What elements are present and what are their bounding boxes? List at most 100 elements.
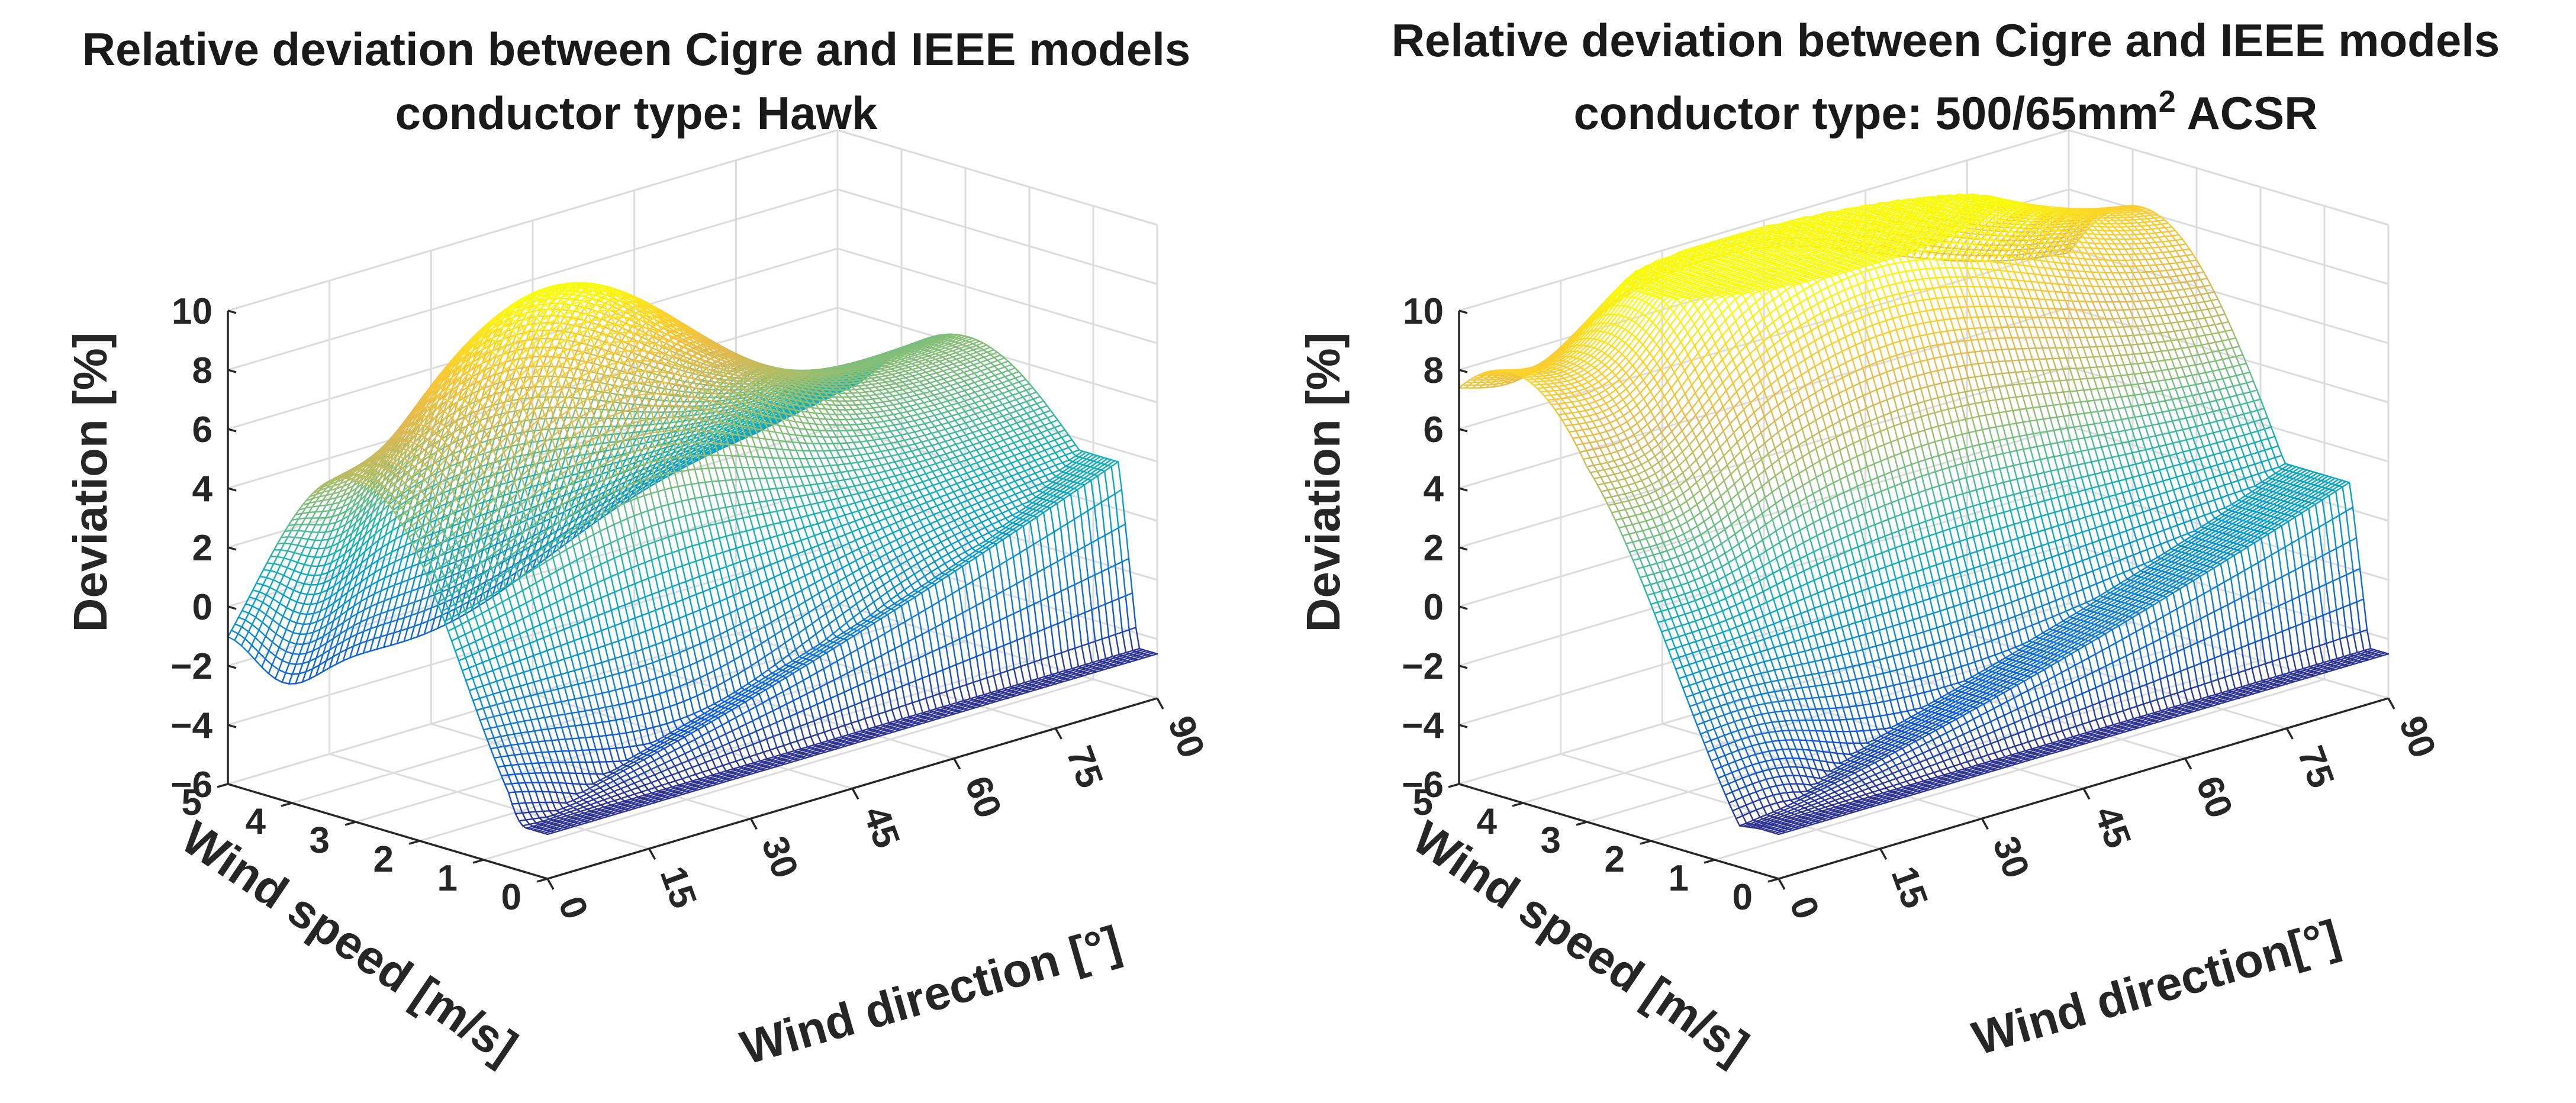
- left-mesh-segment: [289, 654, 293, 663]
- left-mesh-segment: [259, 630, 266, 636]
- left-mesh-segment: [433, 509, 436, 517]
- left-mesh-segment: [301, 565, 304, 573]
- left-mesh-segment: [417, 624, 421, 637]
- left-mesh-segment: [411, 578, 415, 591]
- left-mesh-segment: [397, 631, 401, 644]
- left-mesh-segment: [294, 570, 301, 573]
- left-mesh-segment: [231, 630, 238, 634]
- left-mesh-segment: [277, 550, 281, 556]
- left-mesh-segment: [284, 543, 291, 544]
- left-mesh-segment: [284, 575, 291, 578]
- left-mesh-segment: [280, 575, 284, 583]
- left-mesh-segment: [295, 537, 301, 538]
- left-mesh-segment: [294, 602, 297, 611]
- left-mesh-segment: [283, 630, 286, 638]
- left-mesh-segment: [305, 539, 308, 547]
- left-mesh-segment: [298, 538, 301, 546]
- left-mesh-segment: [266, 628, 269, 636]
- left-mesh-segment: [293, 623, 297, 633]
- left-mesh-segment: [259, 609, 266, 614]
- left-mesh-segment: [279, 617, 283, 625]
- left-mesh-segment: [318, 532, 326, 533]
- left-mesh-segment: [276, 612, 283, 617]
- left-mesh-segment: [263, 585, 270, 588]
- left-mesh-segment: [394, 596, 398, 609]
- left-mesh-segment: [287, 579, 291, 587]
- left-mesh-segment: [418, 599, 421, 613]
- left-mesh-segment: [413, 544, 416, 551]
- left-mesh-segment: [307, 585, 311, 595]
- left-mesh-segment: [322, 532, 326, 540]
- left-mesh-segment: [289, 663, 296, 665]
- left-mesh-segment: [381, 624, 384, 637]
- left-mesh-segment: [283, 617, 290, 621]
- left-mesh-segment: [439, 450, 442, 455]
- left-mesh-segment: [416, 508, 422, 514]
- left-mesh-segment: [281, 543, 284, 550]
- left-mesh-segment: [249, 624, 252, 631]
- left-mesh-segment: [263, 563, 267, 570]
- left-mesh-segment: [300, 624, 304, 634]
- left-mesh-segment: [259, 602, 263, 610]
- left-mesh-segment: [308, 575, 314, 576]
- left-mesh-segment: [312, 525, 315, 532]
- left-mesh-segment: [291, 560, 298, 563]
- left-mesh-segment: [245, 631, 249, 638]
- left-mesh-segment: [297, 623, 303, 624]
- left-mesh-segment: [288, 544, 291, 551]
- left-mesh-segment: [280, 604, 286, 608]
- left-mesh-segment: [296, 663, 302, 664]
- left-mesh-segment: [301, 593, 307, 595]
- left-mesh-segment: [469, 405, 472, 409]
- left-mesh-segment: [439, 498, 446, 504]
- left-mesh-segment: [252, 624, 259, 630]
- left-mesh-segment: [248, 645, 252, 652]
- left-mesh-segment: [293, 633, 300, 634]
- left-mesh-segment: [272, 642, 279, 647]
- left-mesh-segment: [298, 563, 304, 565]
- left-mesh-segment: [272, 656, 276, 665]
- left-mesh-segment: [377, 637, 381, 649]
- left-mesh-segment: [304, 614, 307, 624]
- left-mesh-segment: [300, 644, 303, 654]
- left-mesh-segment: [263, 602, 269, 607]
- left-mesh-segment: [266, 636, 272, 642]
- left-mesh-segment: [314, 585, 318, 595]
- left-mesh-segment: [283, 608, 286, 617]
- left-mesh-segment: [532, 441, 538, 443]
- left-mesh-segment: [301, 554, 308, 556]
- left-plot-surface-mesh: [228, 283, 1157, 834]
- left-mesh-segment: [273, 599, 280, 604]
- left-mesh-segment: [288, 551, 294, 553]
- left-mesh-segment: [249, 631, 255, 637]
- left-mesh-segment: [239, 617, 245, 620]
- left-mesh-segment: [266, 578, 273, 580]
- left-mesh-segment: [405, 580, 408, 594]
- left-mesh-segment: [281, 550, 288, 551]
- left-mesh-segment: [388, 598, 391, 611]
- left-mesh-segment: [398, 607, 401, 620]
- left-mesh-segment: [318, 540, 322, 549]
- left-mesh-segment: [308, 524, 315, 525]
- left-mesh-segment: [297, 573, 301, 582]
- left-mesh-segment: [277, 565, 281, 572]
- left-mesh-segment: [255, 630, 259, 638]
- left-mesh-segment: [304, 604, 311, 605]
- left-mesh-segment: [414, 613, 418, 626]
- left-mesh-segment: [289, 642, 297, 644]
- left-mesh-segment: [276, 634, 283, 638]
- left-mesh-segment: [277, 573, 284, 576]
- left-mesh-segment: [269, 673, 275, 679]
- left-mesh-segment: [283, 638, 289, 642]
- left-mesh-segment: [301, 531, 305, 538]
- left-mesh-segment: [286, 663, 289, 673]
- left-mesh-segment: [562, 458, 565, 469]
- left-mesh-segment: [291, 544, 298, 545]
- left-mesh-segment: [391, 609, 394, 622]
- left-mesh-segment: [408, 615, 411, 628]
- left-mesh-segment: [262, 636, 266, 644]
- left-mesh-segment: [266, 615, 273, 620]
- left-mesh-segment: [265, 659, 272, 665]
- left-mesh-segment: [269, 599, 273, 607]
- left-mesh-segment: [294, 591, 301, 594]
